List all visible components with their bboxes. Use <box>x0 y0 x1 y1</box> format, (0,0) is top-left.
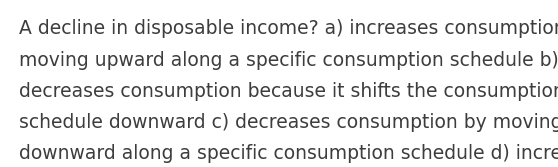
Text: downward along a specific consumption schedule d) increases: downward along a specific consumption sc… <box>20 144 558 163</box>
Text: schedule downward c) decreases consumption by moving: schedule downward c) decreases consumpti… <box>20 113 558 132</box>
Text: moving upward along a specific consumption schedule b): moving upward along a specific consumpti… <box>20 51 558 70</box>
Text: A decline in disposable income? a) increases consumption by: A decline in disposable income? a) incre… <box>20 19 558 38</box>
Text: decreases consumption because it shifts the consumption: decreases consumption because it shifts … <box>20 82 558 101</box>
